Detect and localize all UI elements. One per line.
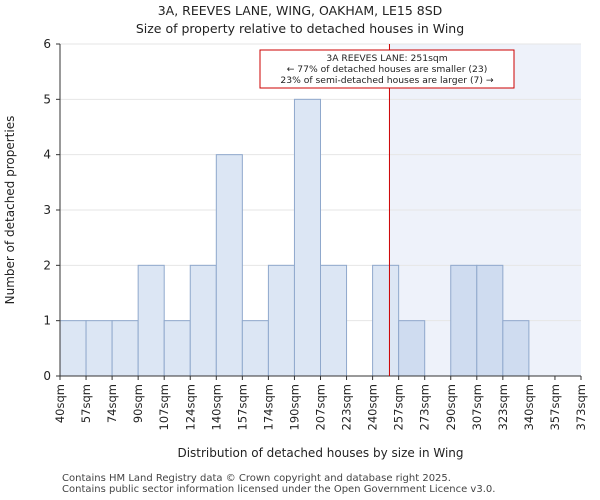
y-tick-label: 4 bbox=[43, 148, 51, 162]
x-tick-label: 57sqm bbox=[79, 384, 93, 423]
histogram-bar bbox=[137, 264, 165, 377]
annotation-line: 23% of semi-detached houses are larger (… bbox=[280, 75, 493, 86]
annotation-frame bbox=[259, 49, 515, 89]
y-tick-label: 3 bbox=[43, 203, 51, 217]
x-tick-label: 40sqm bbox=[53, 384, 67, 423]
x-tick-label: 273sqm bbox=[418, 384, 432, 430]
x-tick-label: 140sqm bbox=[209, 384, 223, 430]
y-tick-label: 0 bbox=[43, 369, 51, 383]
x-tick-label: 340sqm bbox=[522, 384, 536, 430]
histogram-bar bbox=[476, 264, 504, 377]
x-tick-label: 373sqm bbox=[574, 384, 588, 430]
x-tick-label: 190sqm bbox=[287, 384, 301, 430]
annotation-line: 3A REEVES LANE: 251sqm bbox=[326, 53, 447, 64]
y-axis-label: Number of detached properties bbox=[3, 116, 17, 305]
histogram-bar bbox=[59, 320, 87, 377]
histogram-bar bbox=[450, 264, 478, 377]
annotation-line: ← 77% of detached houses are smaller (23… bbox=[287, 64, 488, 75]
y-tick-label: 1 bbox=[43, 314, 51, 328]
y-tick-label: 2 bbox=[43, 258, 51, 272]
chart-title: 3A, REEVES LANE, WING, OAKHAM, LE15 8SD bbox=[157, 3, 443, 18]
annotation-box: 3A REEVES LANE: 251sqm ← 77% of detached… bbox=[259, 49, 515, 89]
histogram-bar bbox=[502, 320, 530, 377]
x-tick-label: 257sqm bbox=[392, 384, 406, 430]
histogram-bar bbox=[163, 320, 191, 377]
histogram-bar bbox=[215, 154, 243, 377]
histogram-bar bbox=[111, 320, 139, 377]
histogram-bar bbox=[241, 320, 269, 377]
x-tick-label: 124sqm bbox=[183, 384, 197, 430]
footer-licence: Contains public sector information licen… bbox=[62, 484, 496, 495]
x-tick-label: 323sqm bbox=[496, 384, 510, 430]
x-tick-label: 240sqm bbox=[366, 384, 380, 430]
x-tick-label: 90sqm bbox=[131, 384, 145, 423]
x-axis-label: Distribution of detached houses by size … bbox=[177, 446, 463, 460]
x-tick-label: 107sqm bbox=[157, 384, 171, 430]
x-tick-label: 357sqm bbox=[548, 384, 562, 430]
histogram-bar bbox=[267, 264, 295, 377]
histogram-bar bbox=[85, 320, 113, 377]
x-tick-label: 157sqm bbox=[235, 384, 249, 430]
x-tick-label: 74sqm bbox=[105, 384, 119, 423]
footer-copyright: Contains HM Land Registry data © Crown c… bbox=[62, 473, 451, 484]
chart-subtitle: Size of property relative to detached ho… bbox=[135, 21, 465, 36]
x-tick-label: 207sqm bbox=[314, 384, 328, 430]
histogram-bar bbox=[398, 320, 426, 377]
y-tick-label: 6 bbox=[43, 37, 51, 51]
histogram-bar bbox=[189, 264, 217, 377]
y-tick-label: 5 bbox=[43, 92, 51, 106]
x-tick-label: 307sqm bbox=[470, 384, 484, 430]
x-tick-label: 223sqm bbox=[340, 384, 354, 430]
x-tick-label: 174sqm bbox=[261, 384, 275, 430]
histogram-bar bbox=[372, 264, 400, 377]
histogram-bar bbox=[293, 98, 322, 377]
x-tick-label: 290sqm bbox=[444, 384, 458, 430]
histogram-bar bbox=[320, 264, 348, 377]
